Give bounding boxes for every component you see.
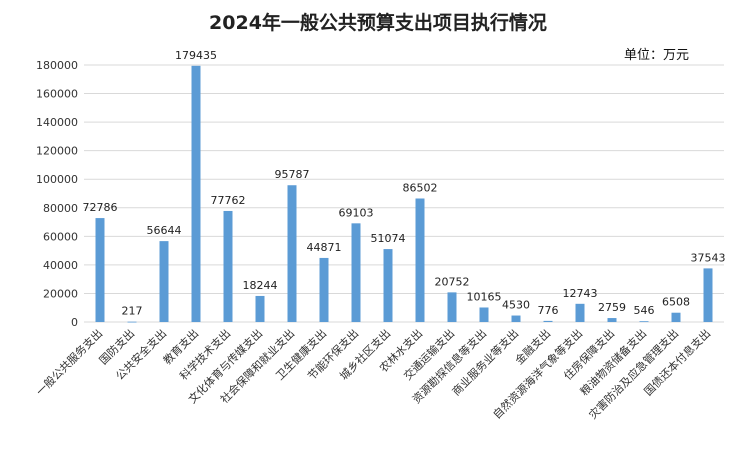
y-tick-label: 20000 xyxy=(43,287,78,300)
data-label: 6508 xyxy=(662,296,690,309)
unit-note: 单位：万元 xyxy=(624,48,690,63)
data-label: 546 xyxy=(634,304,655,317)
bar xyxy=(479,307,489,322)
bar xyxy=(95,218,105,322)
bar xyxy=(127,321,137,323)
data-label: 95787 xyxy=(275,168,310,181)
y-tick-label: 120000 xyxy=(36,145,78,158)
bar xyxy=(319,257,329,322)
bar xyxy=(703,268,713,322)
bar xyxy=(191,65,201,322)
y-tick-label: 100000 xyxy=(36,173,78,186)
data-label: 56644 xyxy=(147,224,182,237)
bar xyxy=(607,318,617,322)
bar xyxy=(639,321,649,323)
bar xyxy=(671,312,681,322)
bar xyxy=(383,249,393,322)
data-label: 72786 xyxy=(83,201,118,214)
data-label: 37543 xyxy=(691,251,726,264)
data-label: 10165 xyxy=(467,290,502,303)
bar xyxy=(287,185,297,322)
x-category-label: 一般公共服务支出 xyxy=(33,326,105,398)
bar xyxy=(223,210,233,322)
y-tick-label: 140000 xyxy=(36,116,78,129)
data-label: 776 xyxy=(538,304,559,317)
bar xyxy=(543,320,553,322)
data-label: 69103 xyxy=(339,206,374,219)
y-tick-label: 0 xyxy=(71,316,78,329)
data-label: 18244 xyxy=(243,279,278,292)
data-label: 217 xyxy=(122,305,143,318)
y-tick-label: 60000 xyxy=(43,230,78,243)
y-tick-label: 180000 xyxy=(36,59,78,72)
bar xyxy=(255,295,265,322)
data-label: 2759 xyxy=(598,301,626,314)
data-label: 44871 xyxy=(307,241,342,254)
bar xyxy=(415,198,425,322)
bar xyxy=(447,292,457,322)
bar xyxy=(575,303,585,322)
chart-title: 2024年一般公共预算支出项目执行情况 xyxy=(209,12,547,34)
y-tick-label: 40000 xyxy=(43,259,78,272)
data-label: 20752 xyxy=(435,275,470,288)
y-tick-label: 80000 xyxy=(43,202,78,215)
data-label: 86502 xyxy=(403,181,438,194)
bar xyxy=(511,315,521,322)
data-label: 4530 xyxy=(502,299,530,312)
bar xyxy=(351,223,361,322)
data-label: 77762 xyxy=(211,194,246,207)
data-label: 12743 xyxy=(563,287,598,300)
data-label: 179435 xyxy=(175,49,217,62)
data-label: 51074 xyxy=(371,232,406,245)
bar xyxy=(159,241,169,322)
y-tick-label: 160000 xyxy=(36,88,78,101)
